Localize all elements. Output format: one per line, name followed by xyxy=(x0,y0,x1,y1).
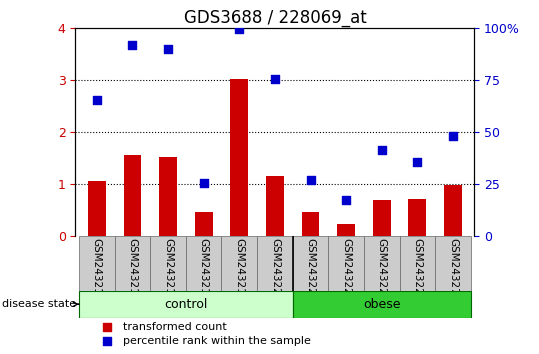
FancyBboxPatch shape xyxy=(399,235,435,291)
Text: GSM243215: GSM243215 xyxy=(92,238,102,302)
Bar xyxy=(230,79,248,235)
FancyBboxPatch shape xyxy=(257,235,293,291)
FancyBboxPatch shape xyxy=(328,235,364,291)
Point xyxy=(103,338,112,344)
Point xyxy=(128,42,137,48)
FancyBboxPatch shape xyxy=(79,235,115,291)
Bar xyxy=(195,212,212,235)
Text: GSM243217: GSM243217 xyxy=(163,238,173,302)
FancyBboxPatch shape xyxy=(364,235,399,291)
Bar xyxy=(159,157,177,235)
Bar xyxy=(444,185,462,235)
Bar xyxy=(266,176,284,235)
Text: GSM243275: GSM243275 xyxy=(448,238,458,302)
Point xyxy=(103,324,112,329)
Bar xyxy=(409,199,426,235)
FancyBboxPatch shape xyxy=(293,235,328,291)
Text: control: control xyxy=(164,298,208,311)
Text: GSM243227: GSM243227 xyxy=(377,238,386,302)
Point xyxy=(164,46,172,52)
Point xyxy=(377,147,386,153)
Point xyxy=(235,27,244,32)
Text: GSM243228: GSM243228 xyxy=(412,238,423,302)
FancyBboxPatch shape xyxy=(150,235,186,291)
Bar xyxy=(123,155,141,235)
Text: transformed count: transformed count xyxy=(123,321,227,332)
Bar xyxy=(302,212,320,235)
Point xyxy=(199,180,208,185)
Bar xyxy=(88,181,106,235)
Text: percentile rank within the sample: percentile rank within the sample xyxy=(123,336,311,346)
Title: GDS3688 / 228069_at: GDS3688 / 228069_at xyxy=(183,9,367,27)
FancyBboxPatch shape xyxy=(79,291,293,318)
Point xyxy=(448,133,457,139)
FancyBboxPatch shape xyxy=(293,291,471,318)
FancyBboxPatch shape xyxy=(186,235,222,291)
FancyBboxPatch shape xyxy=(115,235,150,291)
FancyBboxPatch shape xyxy=(222,235,257,291)
FancyBboxPatch shape xyxy=(435,235,471,291)
Point xyxy=(93,97,101,103)
Text: GSM243216: GSM243216 xyxy=(127,238,137,302)
Point xyxy=(271,76,279,82)
Point xyxy=(413,159,421,165)
Text: GSM243220: GSM243220 xyxy=(270,238,280,302)
Text: GSM243225: GSM243225 xyxy=(306,238,315,302)
Text: obese: obese xyxy=(363,298,400,311)
Text: GSM243226: GSM243226 xyxy=(341,238,351,302)
Point xyxy=(342,198,350,203)
Text: disease state: disease state xyxy=(2,299,79,309)
Text: GSM243218: GSM243218 xyxy=(199,238,209,302)
Bar xyxy=(373,200,391,235)
Text: GSM243219: GSM243219 xyxy=(234,238,244,302)
Point xyxy=(306,177,315,182)
Bar xyxy=(337,224,355,235)
